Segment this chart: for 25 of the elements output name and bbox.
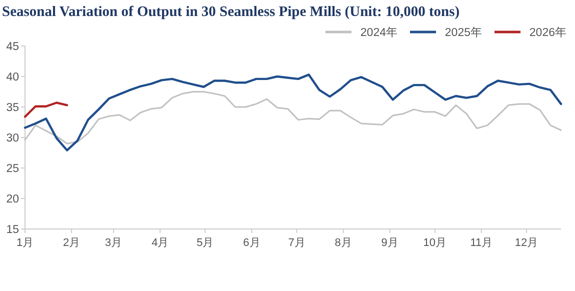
x-tick-label: 6月	[243, 237, 260, 249]
y-tick-label: 15	[6, 224, 19, 236]
x-tick-label: 8月	[334, 237, 352, 249]
chart-title: Seasonal Variation of Output in 30 Seamless Pipe Mills (Unit: 10,000 tons)	[2, 4, 460, 20]
x-tick-label: 9月	[381, 237, 398, 249]
x-tick-label: 12月	[514, 237, 538, 249]
line-series	[24, 102, 68, 118]
y-tick-label: 35	[6, 102, 19, 114]
x-tick-label: 3月	[105, 237, 122, 249]
y-tick-label: 40	[6, 72, 19, 84]
legend-label: 2026年	[529, 26, 567, 39]
x-tick-label: 1月	[16, 237, 34, 249]
y-tick-label: 45	[6, 41, 19, 53]
x-tick-label: 5月	[196, 237, 214, 249]
y-tick-label: 20	[6, 194, 19, 206]
x-tick-label: 2月	[62, 237, 80, 249]
legend-label: 2024年	[360, 26, 398, 39]
y-tick-label: 25	[6, 163, 19, 175]
x-tick-label: 4月	[152, 237, 169, 249]
x-tick-label: 11月	[470, 237, 493, 249]
x-tick-label: 7月	[288, 237, 306, 249]
line-series	[24, 74, 562, 152]
x-tick-label: 10月	[423, 237, 447, 249]
legend-label: 2025年	[444, 26, 482, 39]
y-tick-label: 30	[6, 132, 19, 144]
